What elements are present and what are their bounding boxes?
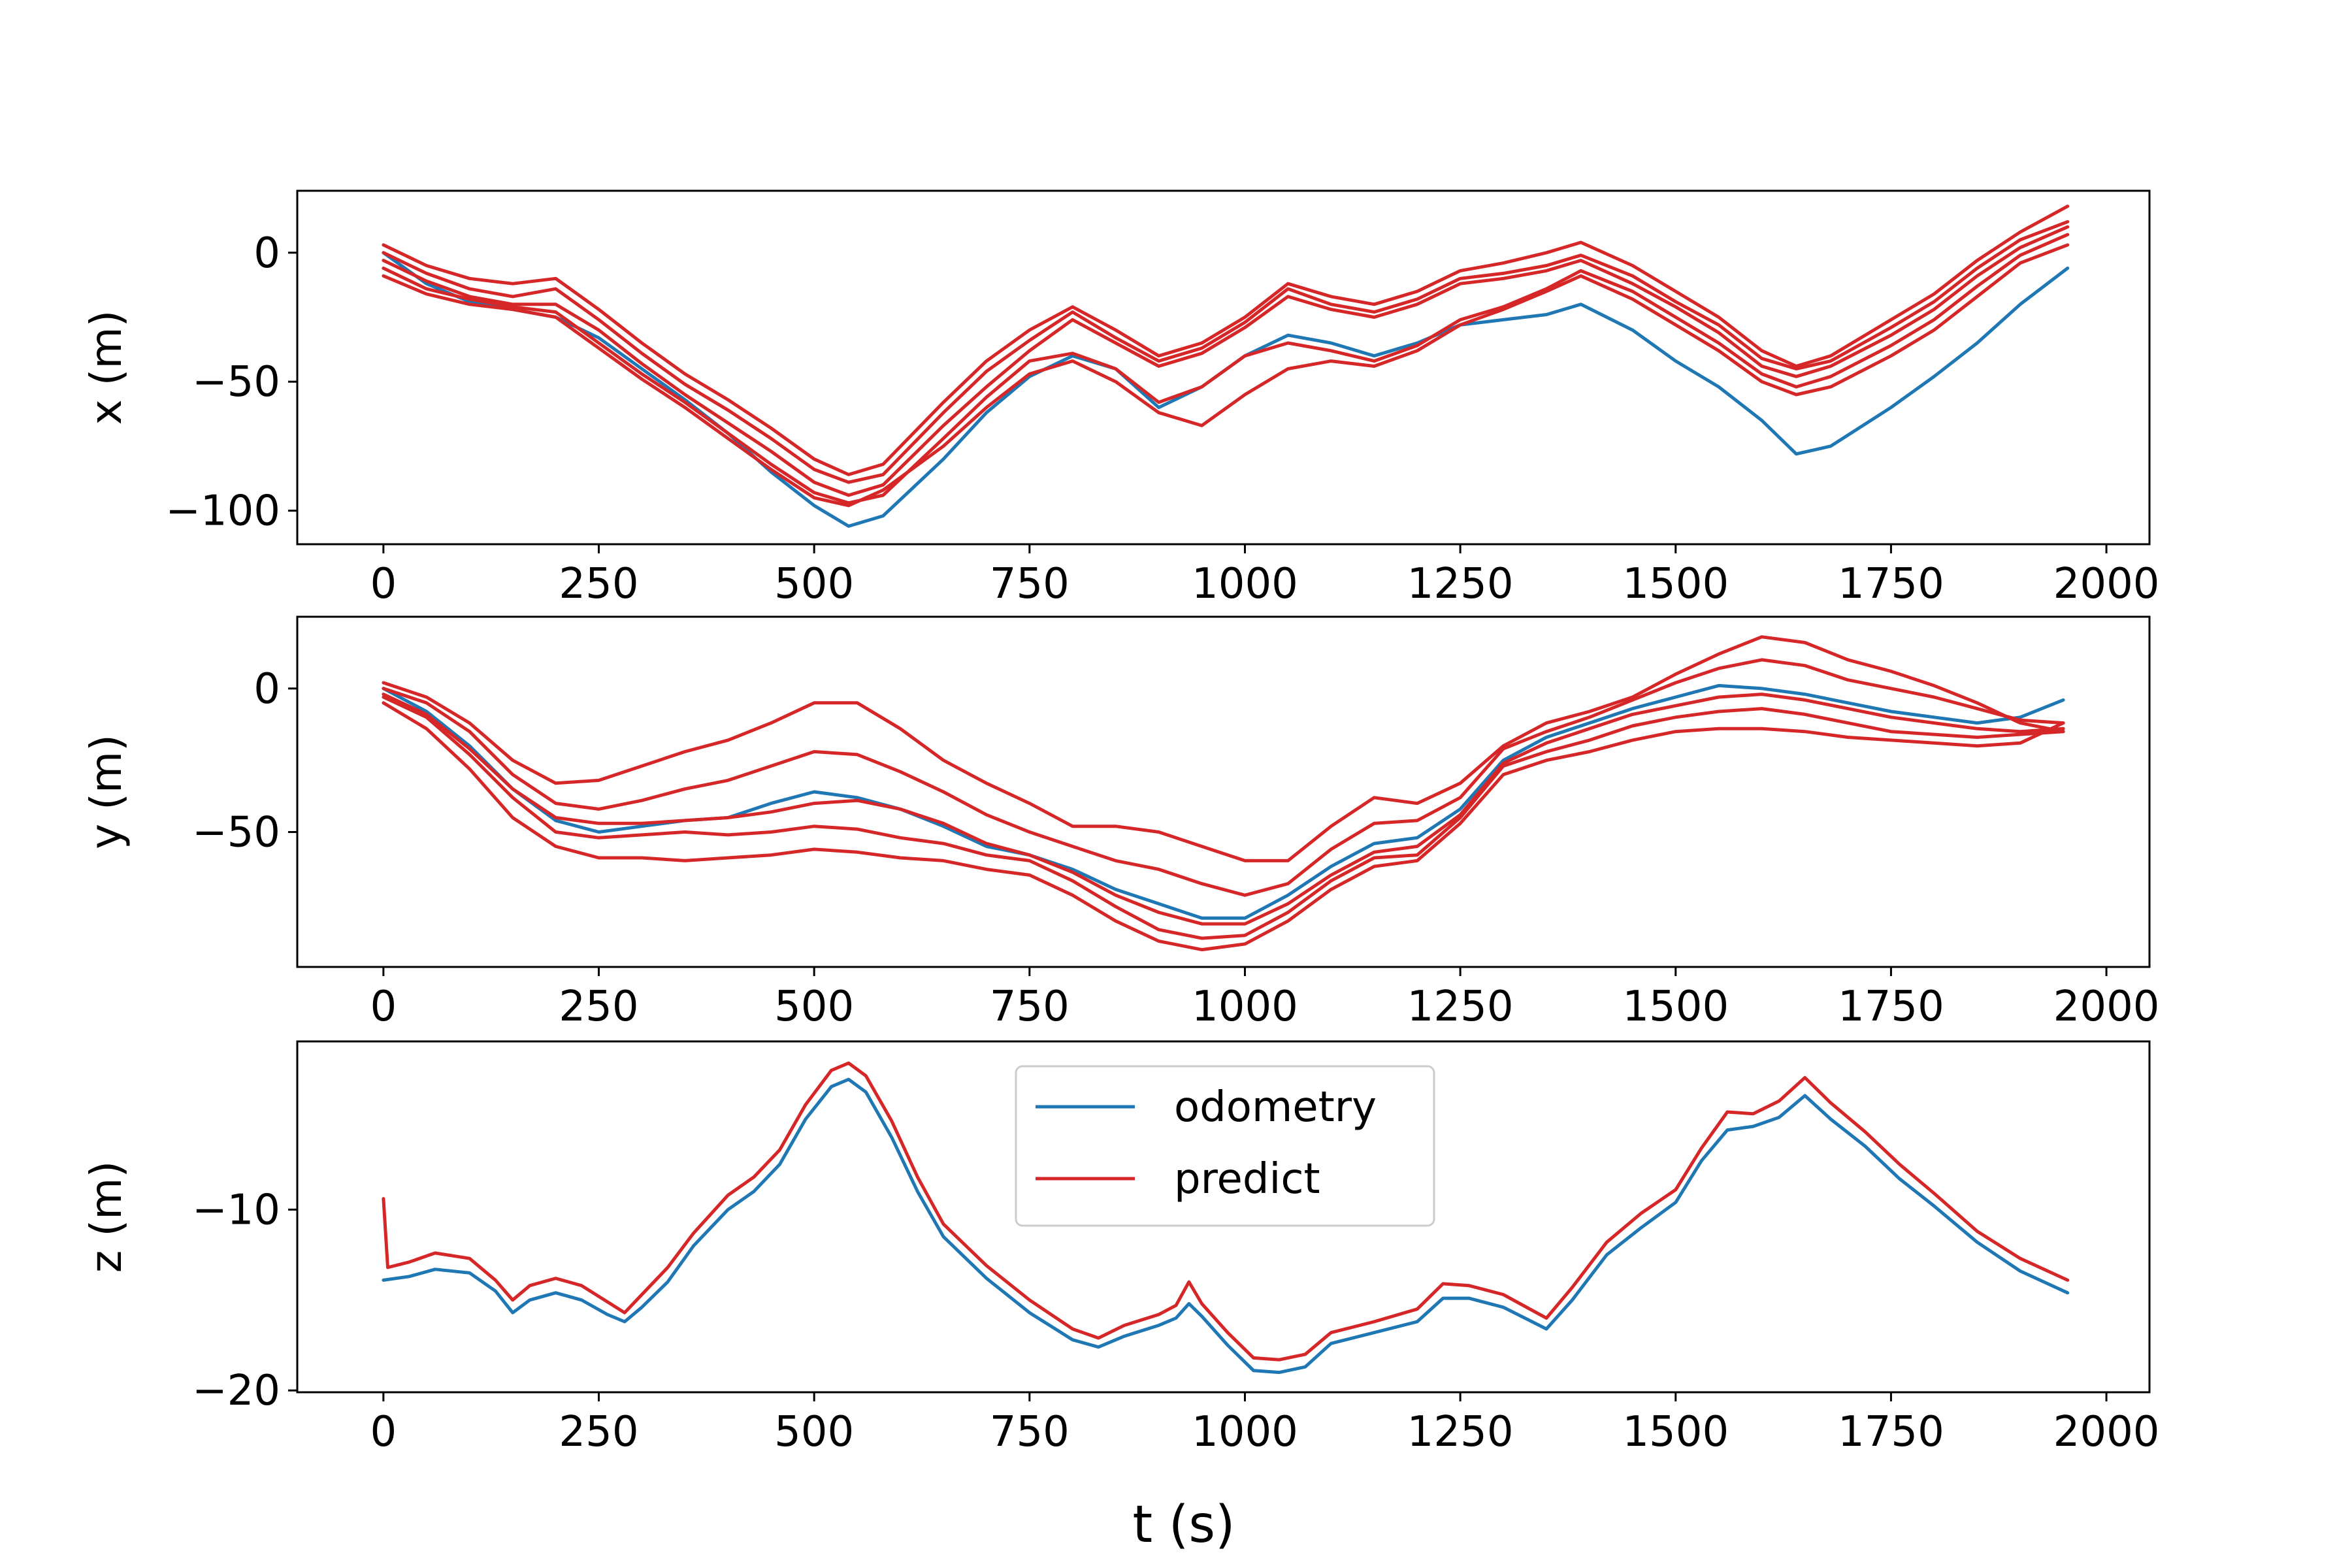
y-tick-label: −50 — [192, 809, 280, 857]
x-tick-label: 1250 — [1407, 1408, 1514, 1456]
x-tick-label: 1000 — [1192, 983, 1298, 1031]
x-tick-label: 1750 — [1838, 1408, 1944, 1456]
series-line-predict-3 — [382, 225, 2070, 497]
x-tick-label: 1000 — [1192, 560, 1298, 608]
x-tick-label: 250 — [559, 983, 638, 1031]
x-tick-label: 1250 — [1407, 560, 1514, 608]
legend-label-predict: predict — [1174, 1155, 1320, 1203]
y-axis-label: x (m) — [81, 310, 131, 425]
x-tick-label: 500 — [774, 983, 854, 1031]
y-tick-label: −50 — [192, 358, 280, 406]
x-tick-label: 1000 — [1192, 1408, 1298, 1456]
x-tick-label: 1250 — [1407, 983, 1514, 1031]
x-tick-label: 250 — [559, 1408, 638, 1456]
series-line-predict — [382, 204, 2070, 476]
plot-frame — [296, 1040, 2151, 1394]
x-tick-label: 500 — [774, 560, 854, 608]
y-axis-label: z (m) — [81, 1161, 131, 1273]
subplot-y: 0 250 500 750 1000 1250 1500 1750 2000 0 −50 y (m) — [81, 615, 2160, 1031]
y-tick-label: −20 — [192, 1367, 280, 1415]
y-tick-label: 0 — [253, 665, 280, 713]
x-tick-label: 750 — [990, 1408, 1070, 1456]
x-tick-label: 1500 — [1622, 560, 1729, 608]
x-tick-label: 1500 — [1622, 1408, 1729, 1456]
series-line-predict — [382, 635, 2065, 862]
series-line-odometry — [382, 1077, 2070, 1375]
series-line-predict — [382, 1061, 2070, 1362]
subplot-x: 0 250 500 750 1000 1250 1500 1750 2000 0 −50 −100 x … — [81, 189, 2160, 608]
x-tick-label: 0 — [370, 560, 397, 608]
x-tick-label: 1750 — [1838, 983, 1944, 1031]
x-tick-label: 750 — [990, 560, 1070, 608]
x-axis-label: t (s) — [1133, 1495, 1235, 1554]
legend: odometry predict — [1015, 1065, 1435, 1227]
series-line-predict-2 — [382, 658, 2065, 897]
x-tick-label: 1500 — [1622, 983, 1729, 1031]
x-tick-label: 1750 — [1838, 560, 1944, 608]
legend-label-odometry: odometry — [1174, 1083, 1377, 1132]
plot-frame — [296, 615, 2151, 968]
y-tick-label: −100 — [165, 487, 280, 536]
y-tick-label: 0 — [253, 229, 280, 278]
series-line-predict-4 — [382, 695, 2065, 940]
x-tick-label: 750 — [990, 983, 1070, 1031]
plot-frame — [296, 189, 2151, 546]
series-line-predict-5 — [382, 701, 2065, 952]
x-tick-label: 0 — [370, 983, 397, 1031]
series-line-predict-3 — [382, 693, 2065, 926]
x-tick-label: 500 — [774, 1408, 854, 1456]
x-tick-label: 2000 — [2053, 560, 2160, 608]
x-tick-label: 2000 — [2053, 1408, 2160, 1456]
subplot-z: 0 250 500 750 1000 1250 1500 1750 2000 −10 −20 z (m… — [81, 1040, 2160, 1456]
x-tick-label: 2000 — [2053, 983, 2160, 1031]
series-line-predict-2 — [382, 220, 2070, 484]
series-line-predict-4 — [382, 233, 2070, 505]
y-axis-label: y (m) — [81, 734, 131, 849]
x-tick-label: 0 — [370, 1408, 397, 1456]
x-tick-label: 250 — [559, 560, 638, 608]
y-tick-label: −10 — [192, 1186, 280, 1234]
series-line-predict-5 — [382, 243, 2070, 508]
